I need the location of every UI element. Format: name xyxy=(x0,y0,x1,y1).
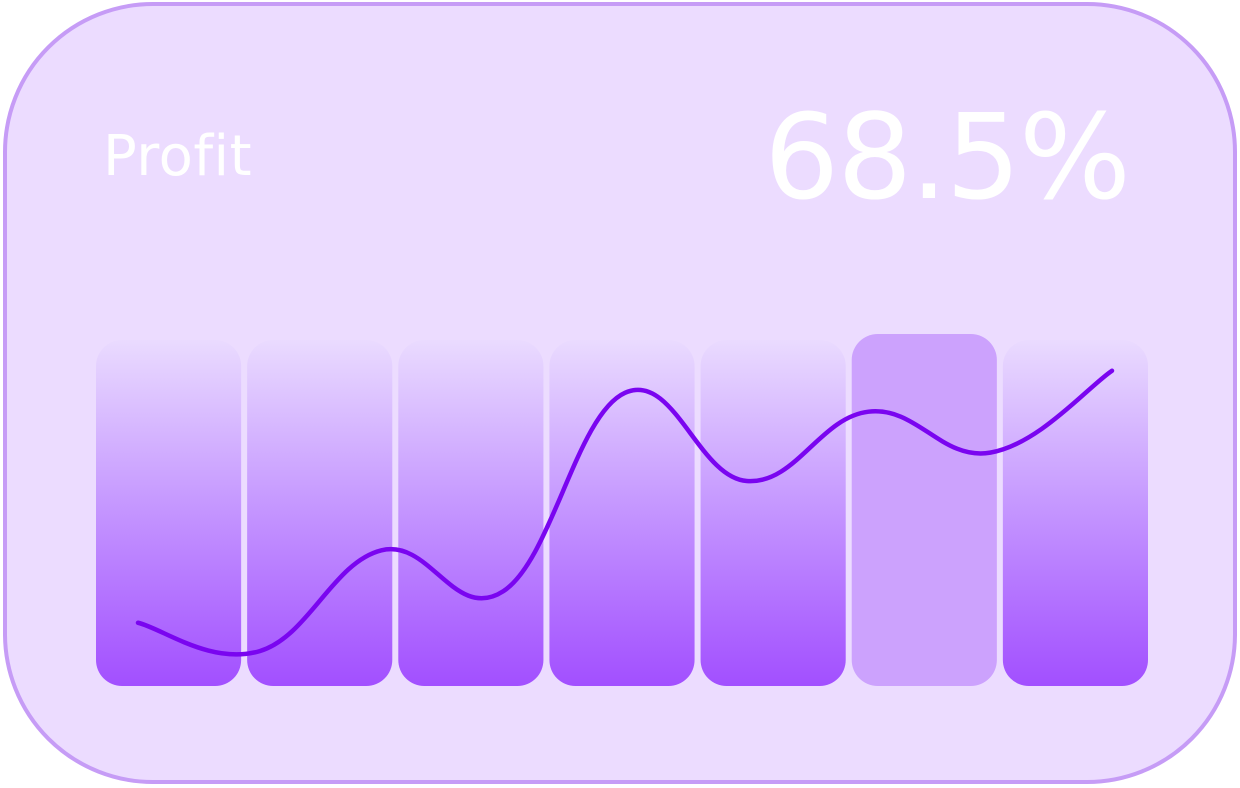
chart-bar xyxy=(700,340,846,686)
chart-bar xyxy=(96,340,242,686)
chart-bar xyxy=(851,334,997,686)
chart-bar xyxy=(549,340,695,686)
chart-bar xyxy=(247,340,393,686)
chart-series-line xyxy=(135,368,1115,657)
chart-bar xyxy=(1002,340,1148,686)
chart-bar xyxy=(398,340,544,686)
profit-value: 68.5% xyxy=(764,88,1131,226)
card-title: Profit xyxy=(103,124,253,189)
